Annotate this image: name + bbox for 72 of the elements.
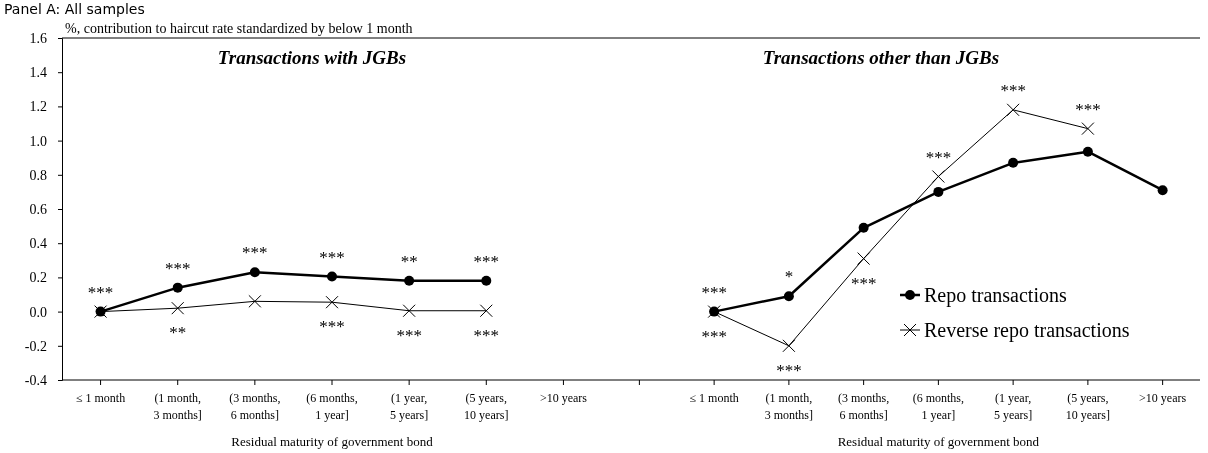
annotation: ***	[1075, 99, 1101, 119]
point	[782, 339, 796, 353]
x-tick-label: (6 months, 1 year]	[912, 391, 965, 422]
y-tick-label: 1.6	[29, 30, 47, 46]
annotation: *	[784, 267, 794, 287]
point	[404, 275, 415, 286]
x-axis-title: Residual maturity of government bond	[837, 434, 1040, 449]
annotation: ***	[850, 273, 877, 293]
point	[1008, 157, 1019, 168]
point	[1006, 103, 1020, 117]
x-tick-label: ≤ 1 month	[75, 391, 126, 405]
y-tick-label: 1.4	[29, 65, 47, 81]
x-tick-label: (1 month, 3 months]	[764, 391, 814, 422]
x-tick-label: (1 year, 5 years]	[389, 391, 429, 422]
point	[172, 282, 183, 293]
point	[857, 252, 871, 266]
annotation: ***	[701, 282, 727, 302]
y-tick-label: 1.0	[29, 133, 47, 149]
point	[783, 291, 794, 302]
y-tick-label: 0.6	[29, 201, 47, 217]
annotation: ***	[776, 360, 802, 380]
point	[402, 304, 416, 318]
annotation: **	[400, 251, 418, 271]
point	[327, 271, 337, 282]
chart-title: Transactions other than JGBs	[762, 47, 1000, 68]
chart-title: Transactions with JGBs	[217, 47, 407, 68]
x-tick-label: (1 month, 3 months]	[153, 391, 202, 422]
annotation: ***	[319, 247, 345, 267]
y-axis-title: %, contribution to haircut rate standardized by below 1 month	[65, 21, 413, 36]
point	[933, 186, 944, 197]
point	[479, 304, 493, 318]
x-tick-label: (3 months, 6 months]	[229, 391, 281, 422]
annotation: ***	[925, 147, 952, 167]
x-tick-label: ≤ 1 month	[689, 391, 739, 405]
annotation: ***	[473, 251, 500, 271]
annotation: **	[169, 323, 187, 343]
y-tick-label: 0.8	[29, 167, 47, 183]
point	[171, 301, 185, 315]
y-tick-label: -0.4	[24, 372, 47, 388]
y-tick-label: 0.0	[29, 304, 47, 320]
annotation: ***	[319, 317, 345, 337]
point	[248, 294, 262, 308]
annotation: ***	[242, 243, 268, 263]
point	[1081, 122, 1095, 136]
legend-label: Reverse repo transactions	[924, 319, 1130, 342]
x-axis-title: Residual maturity of government bond	[231, 434, 434, 449]
x-tick-label: (3 months, 6 months]	[837, 391, 890, 422]
y-tick-label: -0.2	[24, 338, 47, 354]
annotation: ***	[1000, 80, 1026, 100]
legend-label: Repo transactions	[924, 284, 1067, 307]
annotation: ***	[701, 326, 727, 346]
x-tick-label: >10 years	[539, 391, 588, 405]
annotation: ***	[87, 282, 114, 302]
x-tick-label: >10 years	[1139, 391, 1187, 405]
point	[1082, 146, 1093, 157]
point	[858, 222, 869, 233]
point	[481, 275, 492, 286]
point	[931, 170, 945, 184]
y-tick-label: 0.4	[29, 236, 47, 252]
x-tick-label: (6 months, 1 year]	[306, 391, 358, 422]
annotation: ***	[164, 258, 191, 278]
x-tick-label: (5 years, 10 years]	[1065, 391, 1111, 422]
point	[325, 295, 339, 309]
point	[249, 267, 260, 278]
point	[1157, 185, 1168, 196]
annotation: ***	[473, 325, 500, 345]
annotation: ***	[396, 325, 422, 345]
y-tick-label: 1.2	[29, 99, 47, 115]
y-tick-label: 0.2	[29, 270, 47, 286]
text: Panel A: All samples	[4, 1, 145, 17]
x-tick-label: (1 year, 5 years]	[993, 391, 1033, 422]
x-tick-label: (5 years, 10 years]	[464, 391, 509, 422]
